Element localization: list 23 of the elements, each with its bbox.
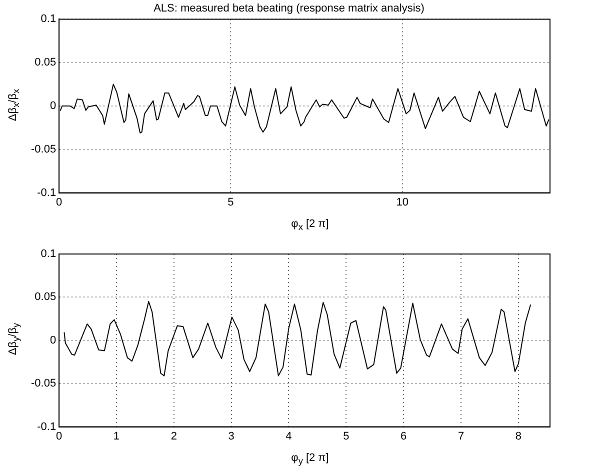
x-tick-label: 10 — [396, 196, 409, 208]
y-tick-label: 0 — [50, 334, 56, 346]
x-axis-title: φ$_{x}$ [2 π] — [290, 218, 330, 232]
x-tick-label: 7 — [458, 430, 464, 442]
x-tick-label: 1 — [113, 430, 120, 442]
x-tick-label: 5 — [228, 196, 234, 208]
y-tick-label: -0.1 — [37, 186, 56, 199]
y-tick-label: 0.05 — [34, 291, 56, 304]
y-tick-label: 0.05 — [34, 56, 56, 69]
x-tick-label: 5 — [343, 430, 350, 442]
x-tick-label: 6 — [400, 430, 407, 442]
y-tick-label: -0.1 — [37, 420, 56, 433]
x-tick-label: 4 — [286, 430, 292, 442]
x-axis-title: φ$_{y}$ [2 π] — [290, 452, 330, 466]
x-tick-label: 8 — [515, 430, 522, 442]
chart-title: ALS: measured beta beating (response matrix analysis) — [154, 2, 424, 15]
y-tick-label: 0.1 — [40, 248, 56, 260]
y-tick-label: 0 — [50, 100, 56, 112]
x-tick-label: 3 — [228, 430, 234, 442]
y-tick-label: -0.05 — [30, 143, 56, 156]
y-tick-label: 0.1 — [40, 13, 56, 26]
x-tick-label: 2 — [170, 430, 177, 442]
y-tick-label: -0.05 — [30, 378, 56, 390]
